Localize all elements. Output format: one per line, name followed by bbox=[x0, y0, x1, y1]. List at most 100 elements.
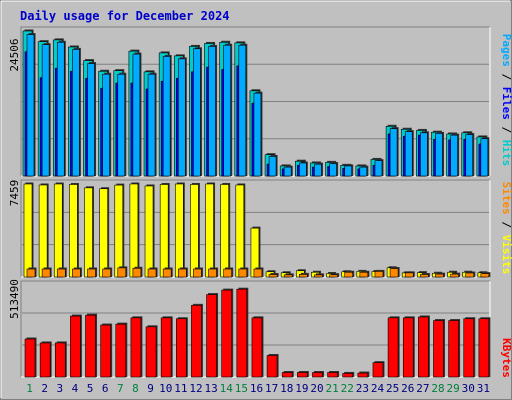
bar-sites bbox=[253, 268, 263, 278]
bar-visits bbox=[159, 184, 169, 278]
legend-kbytes: KBytes bbox=[500, 338, 512, 378]
legend-hits-files-pages: Pages / Files / Hits bbox=[500, 34, 512, 167]
bar-sites bbox=[208, 268, 217, 278]
bar-sites bbox=[465, 272, 475, 278]
bar-pages bbox=[450, 134, 458, 177]
bar-pages bbox=[268, 156, 277, 177]
x-tick-label: 14 bbox=[220, 382, 234, 395]
bar-sites bbox=[26, 268, 36, 278]
legend-text-pages-files-hits: Pages / Files / Hits bbox=[500, 34, 512, 167]
legend-pages: Pages bbox=[500, 34, 512, 67]
bar-sites bbox=[87, 268, 96, 278]
bar-kbytes bbox=[175, 318, 187, 378]
axis-max-visits: 7459 bbox=[8, 180, 21, 207]
bar-kbytes bbox=[402, 317, 414, 378]
bar-kbytes bbox=[39, 342, 51, 378]
bar-visits bbox=[144, 185, 154, 278]
x-tick-label: 21 bbox=[326, 382, 339, 395]
bar-sites bbox=[102, 268, 111, 278]
x-tick-label: 23 bbox=[356, 382, 369, 395]
legend-visits: Visits bbox=[500, 235, 512, 275]
bar-kbytes bbox=[160, 317, 172, 378]
x-tick-label: 6 bbox=[102, 382, 109, 395]
axis-max-hits-label: 24506 bbox=[8, 38, 21, 71]
bar-pages bbox=[102, 73, 110, 177]
bar-kbytes bbox=[372, 362, 384, 378]
bar-sites bbox=[450, 273, 459, 278]
x-tick-label: 10 bbox=[159, 382, 172, 395]
x-tick-label: 11 bbox=[174, 382, 187, 395]
x-tick-label: 1 bbox=[26, 382, 33, 395]
bar-pages bbox=[56, 41, 65, 177]
bar-kbytes bbox=[312, 372, 323, 378]
bar-sites bbox=[117, 267, 127, 278]
bar-kbytes bbox=[54, 342, 66, 378]
bar-kbytes bbox=[85, 314, 96, 378]
bar-sites bbox=[435, 273, 444, 278]
x-tick-label: 26 bbox=[401, 382, 414, 395]
bar-visits bbox=[220, 184, 229, 278]
bar-sites bbox=[177, 268, 187, 278]
x-tick-label: 17 bbox=[265, 382, 278, 395]
x-tick-label: 22 bbox=[341, 382, 354, 395]
bar-kbytes bbox=[130, 317, 142, 378]
bar-kbytes bbox=[70, 315, 81, 378]
bar-sites bbox=[72, 268, 81, 278]
axis-max-kbytes-label: 513490 bbox=[8, 279, 21, 319]
chart-title: Daily usage for December 2024 bbox=[20, 9, 230, 23]
bar-kbytes bbox=[342, 373, 354, 378]
bar-pages bbox=[193, 48, 201, 177]
bar-kbytes bbox=[387, 317, 399, 378]
bar-pages bbox=[389, 128, 398, 177]
bar-kbytes bbox=[266, 355, 278, 378]
bar-pages bbox=[314, 163, 322, 177]
bar-pages bbox=[117, 73, 126, 177]
bar-visits bbox=[23, 183, 33, 278]
legend-hits: Hits bbox=[500, 140, 512, 167]
bar-pages bbox=[132, 53, 141, 177]
bar-kbytes bbox=[327, 372, 338, 378]
x-tick-label: 7 bbox=[117, 382, 124, 395]
x-tick-label: 31 bbox=[477, 382, 490, 395]
bar-sites bbox=[147, 268, 157, 278]
panel-kbytes bbox=[20, 280, 491, 378]
bar-pages bbox=[87, 63, 95, 177]
bar-visits bbox=[38, 184, 48, 278]
x-tick-label: 18 bbox=[280, 382, 293, 395]
x-tick-label: 9 bbox=[147, 382, 154, 395]
bar-pages bbox=[359, 166, 368, 177]
bar-pages bbox=[374, 160, 383, 177]
axis-max-kbytes: 513490 bbox=[8, 279, 21, 319]
bar-visits bbox=[99, 188, 108, 278]
x-tick-label: 25 bbox=[386, 382, 399, 395]
bar-pages bbox=[420, 132, 428, 177]
bar-sites bbox=[299, 274, 308, 278]
x-tick-label: 3 bbox=[57, 382, 64, 395]
bar-sites bbox=[480, 273, 490, 278]
bar-pages bbox=[480, 138, 489, 177]
legend-text-sites-visits: Sites / Visits bbox=[500, 182, 512, 275]
bar-sites bbox=[389, 268, 399, 278]
bar-kbytes bbox=[236, 288, 248, 378]
bar-visits bbox=[235, 184, 245, 278]
bar-pages bbox=[41, 44, 50, 177]
bar-pages bbox=[404, 131, 413, 177]
bar-sites bbox=[193, 268, 202, 278]
bar-visits bbox=[69, 184, 78, 278]
axis-max-hits: 24506 bbox=[8, 38, 21, 71]
x-tick-label: 27 bbox=[416, 382, 429, 395]
bar-visits bbox=[84, 187, 93, 278]
bar-visits bbox=[174, 183, 184, 278]
x-axis-day-labels: 1 2 3 4 5 6 7 8 9 10 11 12 13 14 15 16 17 18 19 20 21 22 23 24 2… bbox=[26, 382, 490, 395]
bar-visits bbox=[114, 184, 124, 278]
bar-sites bbox=[238, 268, 248, 278]
bar-sites bbox=[162, 268, 172, 278]
bar-sites bbox=[56, 268, 66, 278]
x-tick-label: 16 bbox=[250, 382, 263, 395]
bar-kbytes bbox=[463, 318, 475, 378]
bar-kbytes bbox=[100, 324, 111, 378]
bar-kbytes bbox=[418, 316, 429, 378]
bar-kbytes bbox=[115, 323, 127, 378]
bar-kbytes bbox=[478, 318, 490, 378]
